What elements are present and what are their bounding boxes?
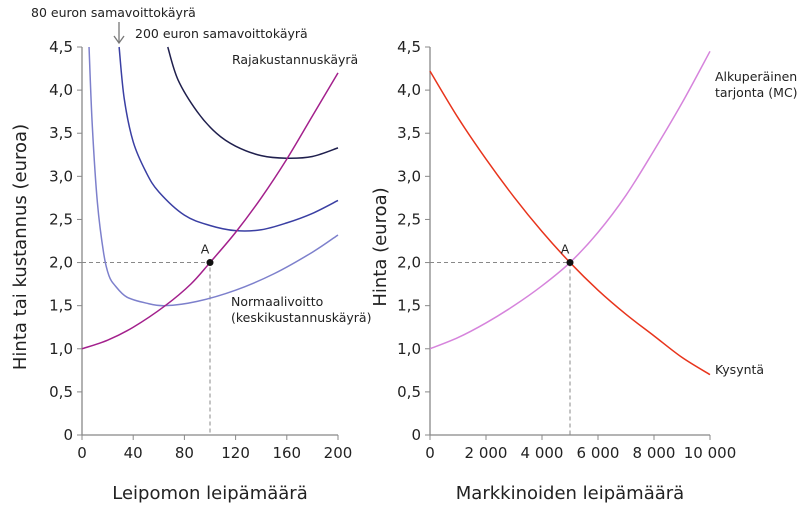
- x-tick-label: 80: [175, 444, 194, 462]
- y-tick-label: 1,5: [49, 297, 73, 315]
- y-tick-label: 2,0: [397, 254, 421, 272]
- x-tick-label: 2 000: [465, 444, 508, 462]
- left-panel-firm: 0 0,5 1,0 1,5 2,0 2,5 3,0 3,5 4,0 4,5 0 40 80 120 160 2…: [10, 26, 371, 504]
- annotation-80-euro-label: 80 euron samavoittokäyrä: [31, 5, 196, 20]
- equilibrium-point: [566, 259, 574, 267]
- x-tick-label: 4 000: [521, 444, 564, 462]
- x-tick-label: 0: [77, 444, 87, 462]
- series-line: [429, 50, 711, 350]
- x-tick-label: 10 000: [684, 444, 737, 462]
- x-axis-label: Markkinoiden leipämäärä: [456, 483, 684, 504]
- y-tick-label: 3,5: [397, 124, 421, 142]
- y-tick-label: 2,0: [49, 254, 73, 272]
- y-tick-label: 4,0: [49, 81, 73, 99]
- y-tick-label: 0,5: [397, 383, 421, 401]
- x-tick-label: 6 000: [577, 444, 620, 462]
- x-tick-label: 40: [124, 444, 143, 462]
- guide-dashed-line: [82, 262, 211, 435]
- y-tick-label: 1,0: [49, 340, 73, 358]
- series-label: Kysyntä: [715, 362, 764, 377]
- x-tick-label: 160: [272, 444, 301, 462]
- y-tick-label: 4,5: [397, 38, 421, 56]
- series-label: 200 euron samavoittokäyrä: [135, 26, 308, 41]
- x-tick-label: 200: [324, 444, 353, 462]
- series-line: [167, 46, 339, 160]
- y-tick-label: 3,0: [49, 167, 73, 185]
- y-tick-label: 2,5: [49, 210, 73, 228]
- y-tick-label: 1,5: [397, 297, 421, 315]
- annotation-arrow-icon: [113, 22, 125, 45]
- series-line: [118, 46, 339, 232]
- y-tick-label: 1,0: [397, 340, 421, 358]
- y-tick-label: 4,5: [49, 38, 73, 56]
- x-axis-label: Leipomon leipämäärä: [112, 483, 307, 504]
- equilibrium-point: [206, 259, 214, 267]
- right-panel-market: 0 0,5 1,0 1,5 2,0 2,5 3,0 3,5 4,0 4,5 0 2 000 4 000 6…: [370, 38, 798, 504]
- y-tick-label: 4,0: [397, 81, 421, 99]
- series-label: Rajakustannuskäyrä: [232, 52, 358, 67]
- y-tick-label: 0: [63, 426, 73, 444]
- y-tick-label: 3,5: [49, 124, 73, 142]
- y-tick-label: 2,5: [397, 210, 421, 228]
- series-label: Normaalivoitto (keskikustannuskäyrä): [231, 294, 371, 325]
- x-tick-label: 8 000: [633, 444, 676, 462]
- y-tick-label: 3,0: [397, 167, 421, 185]
- y-tick-label: 0: [411, 426, 421, 444]
- x-tick-label: 0: [425, 444, 435, 462]
- guide-dashed-line: [430, 262, 571, 435]
- series-line: [88, 46, 339, 307]
- series-label: Alkuperäinen tarjonta (MC): [715, 69, 798, 100]
- y-tick-label: 0,5: [49, 383, 73, 401]
- point-label: A: [201, 242, 210, 257]
- point-label: A: [561, 242, 570, 257]
- x-tick-label: 120: [221, 444, 250, 462]
- y-axis-label: Hinta tai kustannus (euroa): [10, 124, 31, 370]
- y-axis-label: Hinta (euroa): [370, 187, 391, 306]
